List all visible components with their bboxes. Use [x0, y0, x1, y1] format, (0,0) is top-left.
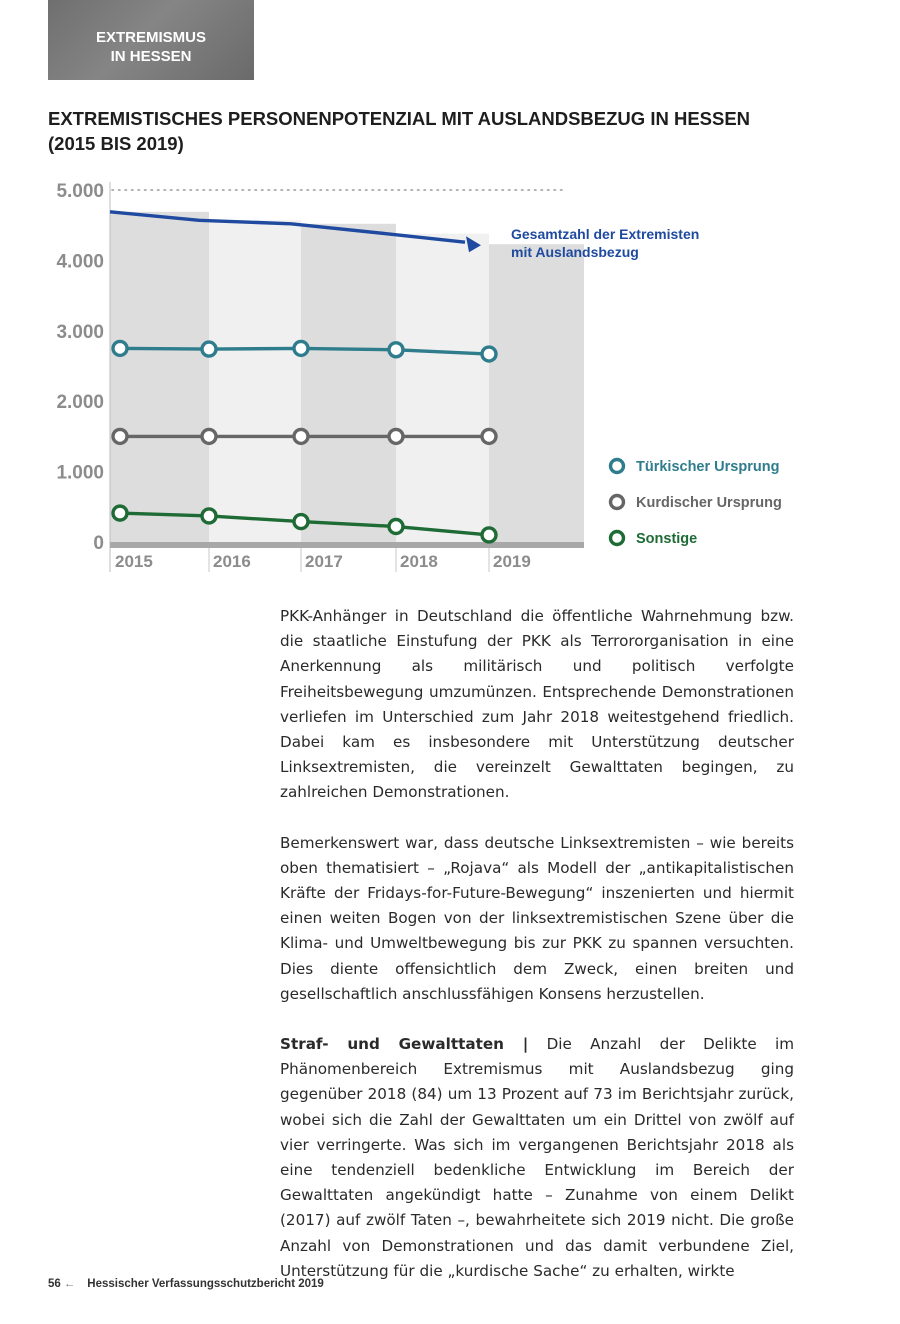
data-point-3-2017 [292, 512, 310, 531]
background-bar-2019 [489, 244, 584, 542]
y-tick-label-4000: 4.000 [56, 251, 104, 272]
data-point-3-2019 [480, 526, 498, 544]
body-text: PKK-Anhänger in Deutschland die öffentli… [280, 604, 794, 1309]
data-point-2-2018 [387, 427, 405, 446]
y-tick-label-5000: 5.000 [56, 181, 104, 202]
legend-marker-2 [608, 493, 626, 511]
data-point-1-2018 [387, 341, 405, 359]
data-point-2-2016 [200, 427, 218, 446]
data-point-3-2015 [111, 504, 129, 522]
x-tick-label-2018: 2018 [400, 552, 438, 571]
x-tick-label-2015: 2015 [115, 552, 153, 571]
legend-marker-3 [608, 529, 626, 547]
total-annotation-line-2: mit Auslandsbezug [511, 244, 639, 260]
chart-title-line1: EXTREMISTISCHES PERSONENPOTENZIAL MIT AU… [48, 108, 751, 129]
background-bar-2017 [301, 223, 396, 542]
data-point-2-2017 [292, 427, 310, 446]
x-tick-label-2016: 2016 [213, 552, 251, 571]
x-tick-label-2019: 2019 [493, 552, 531, 571]
legend-label-3: Sonstige [636, 531, 697, 547]
section-tag-line1: EXTREMISMUS [95, 29, 206, 46]
y-tick-label-0: 0 [93, 533, 104, 554]
data-point-1-2019 [480, 345, 498, 363]
data-point-3-2016 [200, 507, 218, 525]
series-line-total [109, 210, 466, 244]
page-footer: 56 ← Hessischer Verfassungsschutzbericht 2… [48, 1278, 324, 1290]
paragraph-3: Straf- und Gewalttaten | Die Anzahl der … [280, 1032, 794, 1284]
line-chart: 0 1.000 2.000 3.000 4.000 5.000 2015 2016 2017 20… [56, 181, 782, 572]
legend-label-2: Kurdischer Ursprung [636, 495, 782, 511]
paragraph-1: PKK-Anhänger in Deutschland die öffentli… [280, 607, 794, 802]
chart-title: EXTREMISTISCHES PERSONENPOTENZIAL MIT AU… [48, 106, 808, 156]
x-tick-label-2017: 2017 [305, 552, 343, 571]
data-point-2-2015 [111, 427, 129, 446]
y-tick-label-2000: 2.000 [56, 392, 104, 413]
data-point-3-2018 [387, 517, 405, 536]
legend-marker-1 [608, 457, 626, 475]
chart-title-line2: (2015 BIS 2019) [48, 133, 184, 154]
total-annotation-line-1: Gesamtzahl der Extremisten [511, 226, 699, 242]
page-number: 56 [48, 1278, 61, 1290]
y-tick-label-1000: 1.000 [56, 463, 104, 484]
y-tick-label-3000: 3.000 [56, 322, 104, 343]
paragraph-3-lead: Straf- und Gewalttaten | [280, 1035, 529, 1054]
data-point-1-2017 [292, 339, 310, 358]
paragraph-2: Bemerkenswert war, dass deutsche Linksex… [280, 833, 794, 1003]
background-bar-2018 [396, 233, 489, 542]
paragraph-3-text: Die Anzahl der Delikte im Phänomenbereic… [280, 1035, 794, 1280]
data-point-1-2016 [200, 340, 218, 358]
section-tag: EXTREMISMUS IN HESSEN [48, 0, 254, 80]
section-tag-line2: IN HESSEN [110, 48, 192, 65]
background-bar-2015 [110, 211, 209, 542]
data-point-2-2019 [480, 427, 498, 446]
data-point-1-2015 [111, 339, 129, 358]
x-axis-baseline [110, 542, 584, 548]
background-bar-2016 [209, 220, 301, 542]
series-arrowhead-total [466, 236, 481, 253]
publication-title: Hessischer Verfassungsschutzbericht 2019 [87, 1278, 324, 1290]
back-arrow-icon[interactable]: ← [63, 1278, 76, 1290]
legend-label-1: Türkischer Ursprung [636, 459, 779, 475]
